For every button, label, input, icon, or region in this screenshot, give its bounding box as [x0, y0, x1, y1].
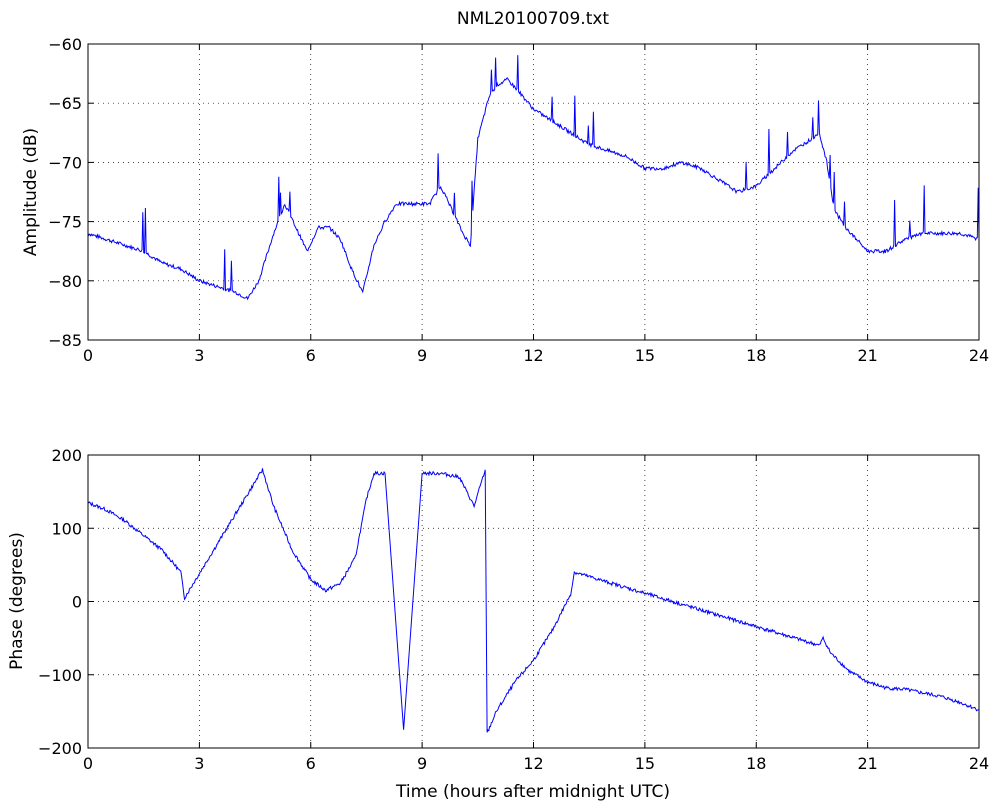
y-tick-label: −75	[48, 213, 82, 232]
x-tick-label: 12	[523, 754, 543, 773]
x-tick-label: 6	[306, 754, 316, 773]
phase-subplot: 0 3 6 9 12 15 18 21 24 200 100 0 −100 −200 Phase (deg…	[7, 446, 989, 802]
amplitude-data	[87, 55, 980, 301]
x-tick-label: 18	[746, 346, 766, 365]
x-tick-label: 24	[969, 754, 989, 773]
amplitude-ticks: 0 3 6 9 12 15 18 21 24 −60 −65 −70 −75 −80 −85	[48, 35, 989, 365]
phase-ticks: 0 3 6 9 12 15 18 21 24 200 100 0 −100 −200	[38, 446, 989, 773]
x-tick-label: 0	[83, 754, 93, 773]
y-tick-label: −65	[48, 94, 82, 113]
y-tick-label: 100	[51, 519, 82, 538]
x-tick-label: 9	[417, 754, 427, 773]
y-tick-label: −200	[38, 739, 82, 758]
phase-x-axis-label: Time (hours after midnight UTC)	[395, 782, 670, 802]
x-tick-label: 15	[635, 754, 655, 773]
amplitude-y-axis-label: Amplitude (dB)	[21, 128, 41, 256]
y-tick-label: −60	[48, 35, 82, 54]
x-tick-label: 0	[83, 346, 93, 365]
y-tick-label: −85	[48, 331, 82, 350]
amplitude-plot-area	[88, 44, 979, 340]
x-tick-label: 21	[857, 754, 877, 773]
y-tick-label: 0	[72, 593, 82, 612]
x-tick-label: 3	[194, 346, 204, 365]
figure-title: NML20100709.txt	[457, 9, 610, 29]
amplitude-subplot: 0 3 6 9 12 15 18 21 24 −60 −65 −70 −75 −80 −85 Amplitu…	[21, 35, 989, 365]
series-line	[87, 468, 979, 733]
x-tick-label: 24	[969, 346, 989, 365]
phase-grid	[88, 455, 979, 748]
amplitude-grid	[88, 44, 979, 340]
x-tick-label: 15	[635, 346, 655, 365]
y-tick-label: −70	[48, 153, 82, 172]
phase-data	[87, 468, 979, 733]
x-tick-label: 3	[194, 754, 204, 773]
series-line	[87, 55, 980, 301]
x-tick-label: 21	[857, 346, 877, 365]
x-tick-label: 12	[523, 346, 543, 365]
y-tick-label: −100	[38, 666, 82, 685]
phase-y-axis-label: Phase (degrees)	[7, 532, 27, 670]
y-tick-label: 200	[51, 446, 82, 465]
y-tick-label: −80	[48, 272, 82, 291]
x-tick-label: 9	[417, 346, 427, 365]
x-tick-label: 6	[306, 346, 316, 365]
x-tick-label: 18	[746, 754, 766, 773]
